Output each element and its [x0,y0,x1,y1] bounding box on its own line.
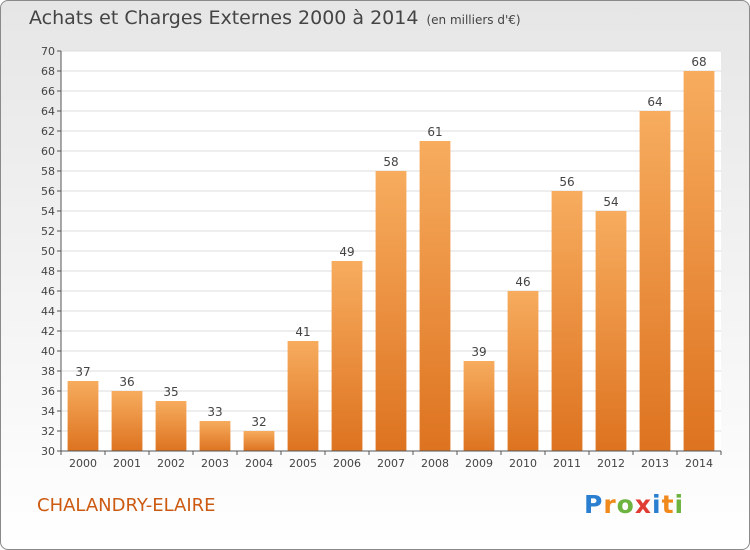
y-tick-label: 44 [41,305,55,318]
x-tick-label: 2010 [509,457,537,470]
x-tick-label: 2004 [245,457,273,470]
data-label: 61 [427,125,442,139]
y-tick-label: 54 [41,205,55,218]
bar-2006 [331,261,363,451]
bar-2004 [243,431,275,451]
data-label: 39 [471,345,486,359]
x-tick-label: 2009 [465,457,493,470]
y-tick-label: 62 [41,125,55,138]
chart-unit: (en milliers d'€) [426,13,521,27]
x-tick-label: 2007 [377,457,405,470]
chart-title-text: Achats et Charges Externes 2000 à 2014 [29,7,419,29]
bar-2003 [199,421,231,451]
y-tick-label: 40 [41,345,55,358]
y-axis: 30 32 34 36 38 40 42 44 46 48 50 52 54 56 58 60 62 64 66 68… [41,45,62,458]
x-tick-label: 2012 [597,457,625,470]
bar-2007 [375,171,407,451]
x-tick-label: 2000 [69,457,97,470]
logo-letter: i [652,490,662,519]
data-label: 41 [295,325,310,339]
logo-letter: t [661,490,675,519]
bar-2014 [683,71,715,451]
x-tick-label: 2014 [685,457,713,470]
data-label: 64 [647,95,662,109]
data-label: 49 [339,245,354,259]
y-tick-label: 56 [41,185,55,198]
data-label: 56 [559,175,574,189]
bar-2009 [463,361,495,451]
y-tick-label: 68 [41,65,55,78]
y-tick-label: 70 [41,45,55,58]
x-axis: 2000 2001 2002 2003 2004 2005 2006 2007 2008 2009… [60,450,722,470]
x-tick-label: 2005 [289,457,317,470]
data-label: 54 [603,195,618,209]
x-tick-label: 2003 [201,457,229,470]
bar-2001 [111,391,143,451]
y-tick-label: 58 [41,165,55,178]
logo-letter: o [616,490,635,519]
x-tick-label: 2013 [641,457,669,470]
chart-title: Achats et Charges Externes 2000 à 2014 (e… [29,7,521,29]
data-label: 33 [207,405,222,419]
data-label: 36 [119,375,134,389]
x-tick-label: 2002 [157,457,185,470]
y-tick-label: 32 [41,425,55,438]
y-tick-label: 48 [41,265,55,278]
y-tick-label: 34 [41,405,55,418]
bar-2000 [67,381,99,451]
logo-letter: r [603,490,617,519]
y-tick-label: 52 [41,225,55,238]
bar-2008 [419,141,451,451]
y-tick-label: 36 [41,385,55,398]
data-label: 68 [691,55,706,69]
data-label: 58 [383,155,398,169]
y-tick-label: 66 [41,85,55,98]
data-label: 37 [75,365,90,379]
x-tick-label: 2006 [333,457,361,470]
logo-letter: P [584,490,604,519]
y-tick-label: 38 [41,365,55,378]
data-label: 46 [515,275,530,289]
bar-2010 [507,291,539,451]
y-tick-label: 60 [41,145,55,158]
logo-letter: x [634,490,652,519]
y-tick-label: 30 [41,445,55,458]
y-tick-label: 50 [41,245,55,258]
bar-2005 [287,341,319,451]
bar-2012 [595,211,627,451]
bar-2011 [551,191,583,451]
logo-letter: i [674,490,685,519]
x-tick-label: 2011 [553,457,581,470]
x-tick-label: 2008 [421,457,449,470]
proxiti-logo: Proxiti [584,490,684,519]
bar-2013 [639,111,671,451]
y-tick-label: 46 [41,285,55,298]
y-tick-label: 64 [41,105,55,118]
data-label: 32 [251,415,266,429]
commune-name: CHALANDRY-ELAIRE [37,495,216,516]
y-tick-label: 42 [41,325,55,338]
x-tick-label: 2001 [113,457,141,470]
bars: 37 36 35 33 32 41 49 58 61 39 46 56 54 64 68 [67,55,715,451]
bar-2002 [155,401,187,451]
data-label: 35 [163,385,178,399]
